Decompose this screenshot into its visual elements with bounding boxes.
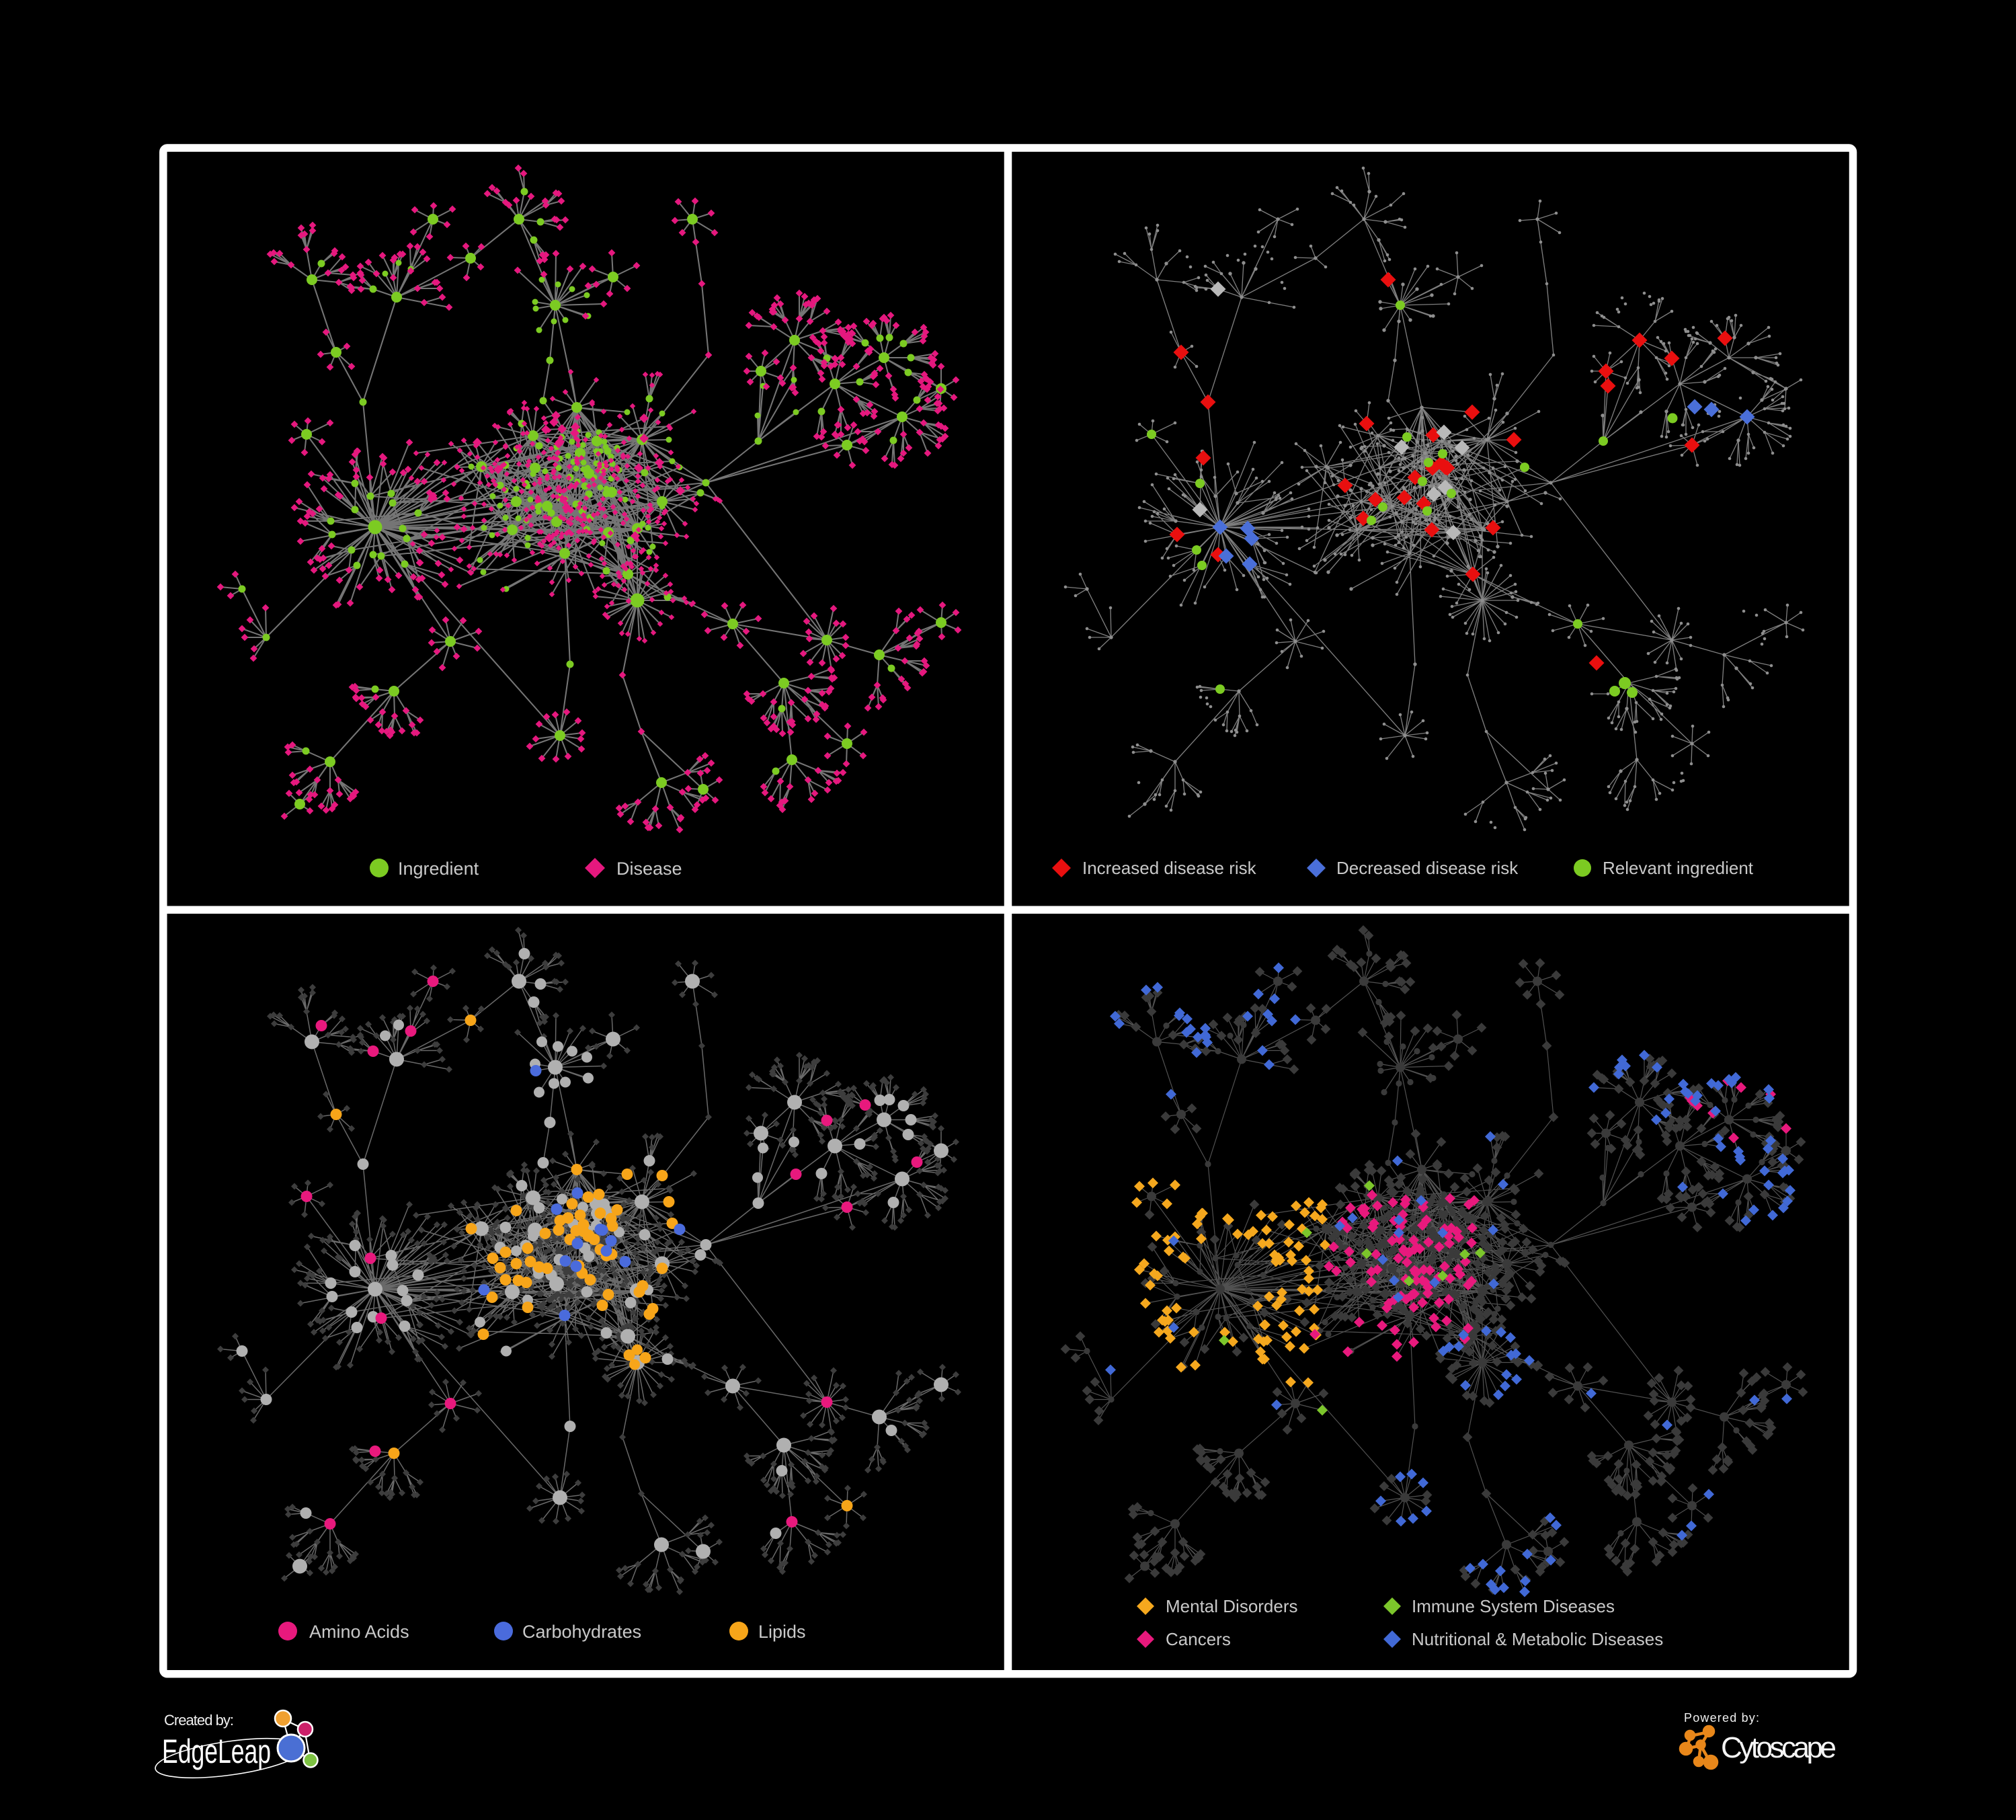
svg-text:Decreased disease risk: Decreased disease risk [1336, 858, 1519, 878]
svg-text:Created by:: Created by: [164, 1712, 234, 1729]
svg-text:Carbohydrates: Carbohydrates [522, 1622, 641, 1642]
svg-text:Cytoscape: Cytoscape [1721, 1731, 1837, 1764]
svg-text:Cancers: Cancers [1166, 1629, 1231, 1649]
svg-text:EdgeLeap: EdgeLeap [162, 1733, 271, 1770]
svg-text:Increased disease risk: Increased disease risk [1082, 858, 1257, 878]
svg-text:Powered by:: Powered by: [1684, 1711, 1759, 1725]
svg-text:Lipids: Lipids [758, 1622, 806, 1642]
svg-text:Relevant ingredient: Relevant ingredient [1603, 858, 1754, 878]
svg-text:Mental Disorders: Mental Disorders [1166, 1596, 1298, 1616]
svg-text:Amino Acids: Amino Acids [309, 1622, 409, 1642]
svg-text:Immune System Diseases: Immune System Diseases [1412, 1596, 1615, 1616]
svg-text:Nutritional & Metabolic Diseas: Nutritional & Metabolic Diseases [1412, 1629, 1663, 1649]
svg-text:Disease: Disease [616, 859, 682, 879]
svg-text:Ingredient: Ingredient [398, 859, 479, 879]
